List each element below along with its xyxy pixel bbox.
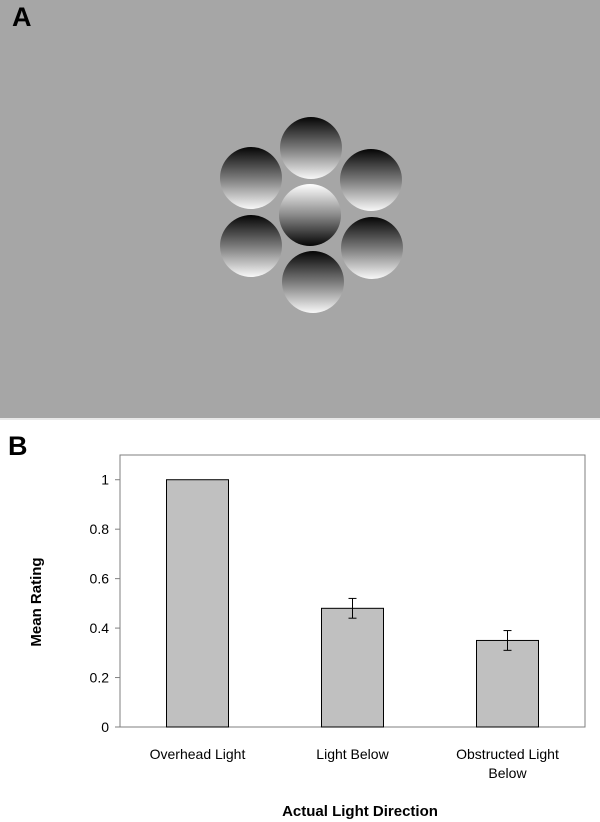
stimulus-disc-upper-left [220, 147, 282, 209]
x-category-label: Below [488, 765, 527, 781]
bar [476, 639, 539, 728]
x-tick-labels: Overhead Light Light Below Obstructed Ligh… [150, 746, 559, 781]
x-category-label: Obstructed Light [456, 746, 559, 762]
bar [166, 479, 229, 728]
panel-divider [0, 418, 600, 420]
stimulus-disc-center [279, 184, 341, 246]
stimulus-disc-lower-left [220, 215, 282, 277]
x-category-label: Light Below [316, 746, 389, 762]
error-bars-group [348, 597, 512, 651]
stimulus-panel: A [0, 0, 600, 418]
bars-group [166, 479, 539, 728]
bar-chart: 0 0.2 0.4 0.6 0.8 1 Overhead Light Light Below… [28, 454, 586, 820]
stimulus-display [220, 117, 403, 313]
panel-a-label: A [12, 2, 32, 32]
panel-b-label: B [8, 431, 28, 461]
x-category-label: Overhead Light [150, 746, 246, 762]
y-tick-label: 0.2 [90, 670, 110, 686]
stimulus-disc-upper-right [340, 149, 402, 211]
y-tick-label: 0.6 [90, 571, 110, 587]
x-axis-title: Actual Light Direction [282, 803, 438, 820]
y-tick-label: 0.4 [90, 620, 110, 636]
stimulus-disc-top [280, 117, 342, 179]
stimulus-disc-bottom [282, 251, 344, 313]
bar [321, 607, 384, 728]
y-tick-label: 0.8 [90, 521, 110, 537]
y-tick-label: 0 [101, 719, 109, 735]
y-axis-title: Mean Rating [28, 557, 45, 646]
y-axis: 0 0.2 0.4 0.6 0.8 1 [90, 472, 120, 735]
stimulus-disc-lower-right [341, 217, 403, 279]
y-tick-label: 1 [101, 472, 109, 488]
